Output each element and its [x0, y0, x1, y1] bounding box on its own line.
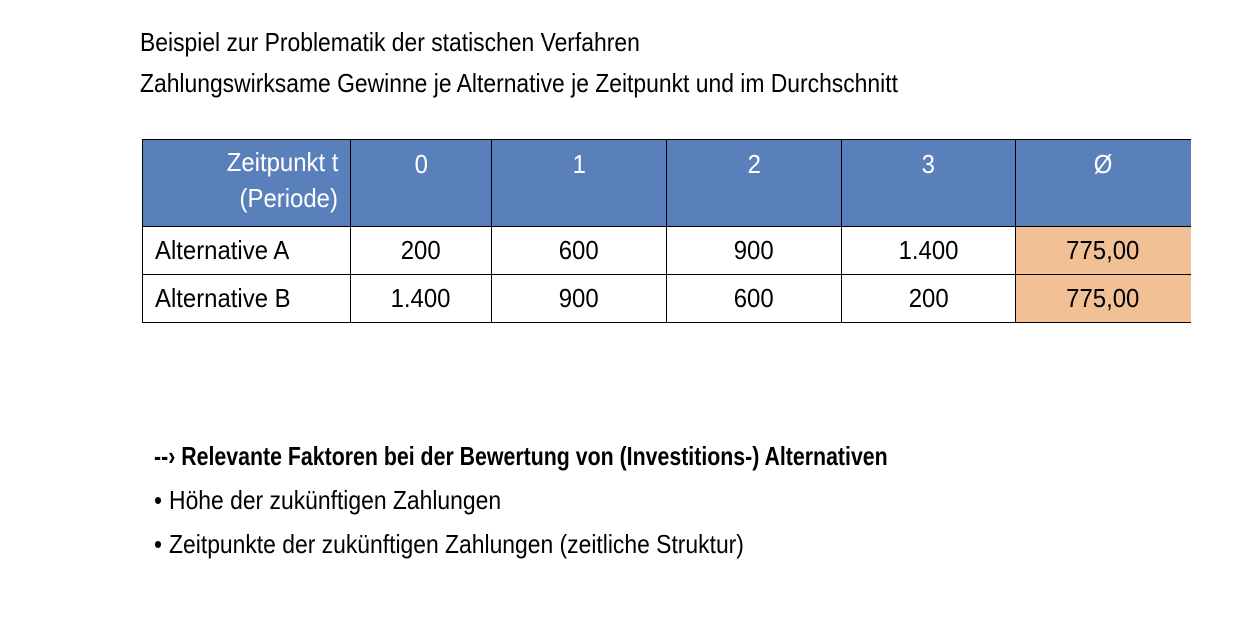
table-header-row: Zeitpunkt t (Periode) 0 1 2 3 Ø	[142, 139, 1191, 227]
notes-section: --› Relevante Faktoren bei der Bewertung…	[154, 436, 1049, 568]
table-cell: 1.400	[841, 226, 1016, 275]
page-subtitle: Zahlungswirksame Gewinne je Alternative …	[140, 68, 898, 98]
table-row-alternative-b: Alternative B 1.400 900 600 200 775,00	[142, 274, 1191, 323]
bullet-text: Zeitpunkte der zukünftigen Zahlungen (ze…	[169, 529, 744, 559]
table-header: Zeitpunkt t (Periode) 0 1 2 3 Ø	[142, 139, 1191, 227]
header-column-2: 2	[666, 139, 842, 227]
average-cell: 775,00	[1015, 274, 1191, 323]
header-column-0: 0	[350, 139, 492, 227]
header-column-3: 3	[841, 139, 1016, 227]
row-label: Alternative B	[142, 274, 351, 323]
header-column-average: Ø	[1015, 139, 1191, 227]
header-label-line-1: Zeitpunkt t	[226, 147, 338, 177]
bullet-item-1: • Höhe der zukünftigen Zahlungen	[154, 480, 941, 524]
header-label-cell: Zeitpunkt t (Periode)	[142, 139, 351, 227]
table-cell: 1.400	[350, 274, 492, 323]
table-row-alternative-a: Alternative A 200 600 900 1.400 775,00	[142, 226, 1191, 275]
header-column-1: 1	[491, 139, 667, 227]
bullet-icon: •	[154, 485, 163, 515]
table-cell: 900	[491, 274, 667, 323]
average-cell: 775,00	[1015, 226, 1191, 275]
notes-heading: --› Relevante Faktoren bei der Bewertung…	[154, 441, 888, 471]
table-cell: 200	[841, 274, 1016, 323]
bullet-item-2: • Zeitpunkte der zukünftigen Zahlungen (z…	[154, 524, 941, 568]
bullet-icon: •	[154, 529, 163, 559]
row-label: Alternative A	[142, 226, 351, 275]
header-label-line-2: (Periode)	[239, 183, 338, 213]
bullet-text: Höhe der zukünftigen Zahlungen	[169, 485, 502, 515]
table-cell: 900	[666, 226, 842, 275]
table-cell: 200	[350, 226, 492, 275]
table-cell: 600	[491, 226, 667, 275]
page-title: Beispiel zur Problematik der statischen …	[140, 27, 640, 57]
table-cell: 600	[666, 274, 842, 323]
payments-table: Zeitpunkt t (Periode) 0 1 2 3 Ø Alternat…	[142, 139, 1191, 323]
